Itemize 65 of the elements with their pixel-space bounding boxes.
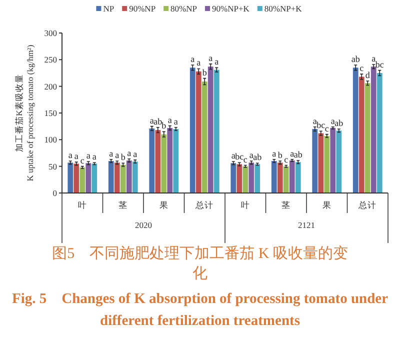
x-tick-label: 总计 bbox=[358, 200, 377, 211]
legend-label: 90%NP+K bbox=[212, 4, 250, 14]
data-label: a bbox=[109, 148, 114, 158]
data-label: ab bbox=[351, 54, 360, 64]
y-tick-label: 0 bbox=[52, 188, 57, 198]
data-label: ab bbox=[154, 116, 163, 126]
x-tick-label: 总计 bbox=[194, 200, 214, 211]
data-label: a bbox=[312, 116, 317, 126]
x-tick-label: 叶 bbox=[78, 200, 87, 211]
data-label: a bbox=[115, 150, 120, 160]
data-label: a bbox=[372, 53, 376, 64]
data-label: bc bbox=[316, 120, 326, 130]
data-label: a bbox=[86, 150, 90, 161]
data-label: a bbox=[231, 150, 236, 161]
y-tick-label: 100 bbox=[44, 134, 57, 145]
data-label: c bbox=[243, 154, 248, 164]
data-label: a bbox=[290, 148, 294, 158]
text: 图5 不同施肥处理下加工番茄 K 吸收量的变化 bbox=[52, 245, 348, 282]
data-label: a bbox=[214, 56, 219, 67]
data-label: b bbox=[162, 120, 167, 131]
data-label: c bbox=[360, 63, 364, 74]
data-label: a bbox=[272, 148, 276, 158]
data-label: a bbox=[330, 116, 335, 126]
data-label: a bbox=[74, 151, 78, 162]
y-tick-label: 250 bbox=[44, 54, 57, 65]
y-tick-label: 200 bbox=[44, 81, 57, 92]
x-tick-label: 茎 bbox=[282, 200, 291, 211]
text: 2020 bbox=[135, 220, 152, 230]
data-label: a bbox=[208, 52, 213, 63]
text: 2121 bbox=[298, 220, 315, 230]
legend-label: NP bbox=[103, 4, 114, 14]
data-label: a bbox=[174, 116, 178, 126]
x-tick-label: 果 bbox=[322, 200, 332, 211]
y-tick-label: 300 bbox=[44, 28, 57, 38]
data-label: b bbox=[120, 152, 126, 162]
data-label: ab bbox=[253, 152, 262, 162]
legend-label: 80%NP bbox=[170, 4, 198, 14]
data-label: a bbox=[150, 115, 154, 126]
data-label: a bbox=[196, 58, 201, 68]
legend-label: 90%NP bbox=[129, 4, 156, 14]
x-tick-label: 叶 bbox=[240, 200, 250, 211]
text: Fig. 5 Changes of K absorption of processing tomato under different fertilization treatments bbox=[12, 291, 389, 329]
data-label: c bbox=[80, 155, 84, 166]
y-tick-label: 50 bbox=[48, 161, 57, 172]
data-label: ab bbox=[334, 118, 344, 128]
data-label: bc bbox=[375, 59, 384, 70]
data-label: a bbox=[249, 150, 254, 160]
data-label: d bbox=[365, 70, 370, 80]
data-label: a bbox=[190, 54, 195, 64]
data-label: ab bbox=[294, 149, 303, 160]
data-label: c bbox=[284, 154, 288, 164]
data-label: b bbox=[278, 150, 283, 160]
data-label: bc bbox=[235, 152, 244, 162]
data-label: b bbox=[202, 67, 208, 78]
x-tick-label: 果 bbox=[159, 200, 168, 211]
data-label: a bbox=[127, 148, 132, 158]
data-label: a bbox=[92, 152, 96, 162]
y-tick-label: 150 bbox=[44, 108, 57, 118]
y-axis-title: 加工番茄K素吸收量 K uptake of processing tomato (kg/hm²) bbox=[14, 44, 35, 182]
x-tick-label: 茎 bbox=[118, 200, 128, 211]
data-label: c bbox=[324, 123, 329, 134]
data-label: a bbox=[168, 114, 172, 125]
legend-label: 80%NP+K bbox=[264, 4, 303, 14]
data-label: a bbox=[68, 150, 72, 160]
data-label: a bbox=[133, 148, 138, 159]
